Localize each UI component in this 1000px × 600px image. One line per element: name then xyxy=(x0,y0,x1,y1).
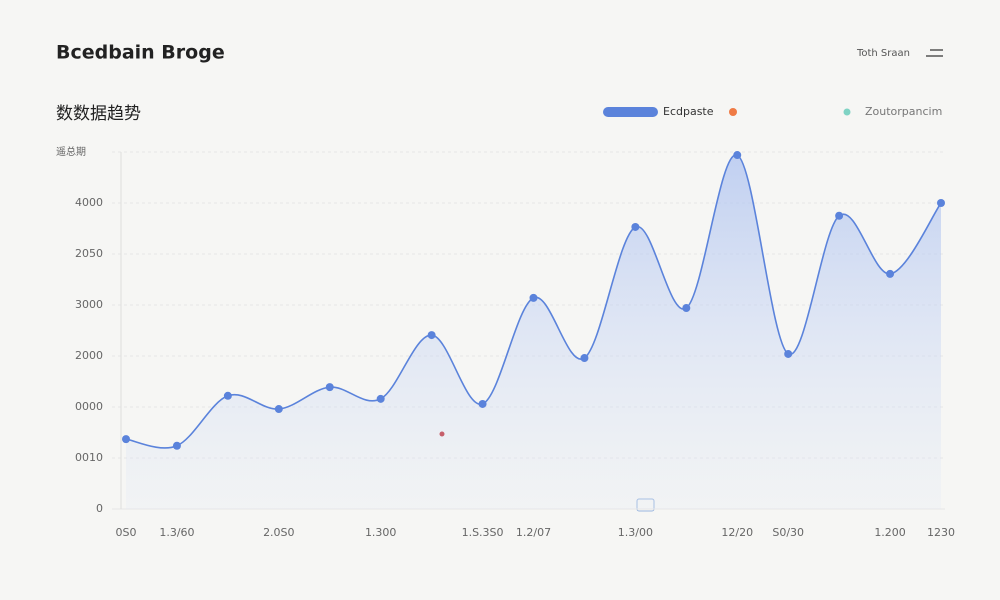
point xyxy=(682,304,691,313)
legend-swatch xyxy=(603,107,658,117)
point xyxy=(835,211,844,220)
x-tick-label: 12/20 xyxy=(721,526,753,539)
point xyxy=(937,199,945,207)
y-tick-label: 0010 xyxy=(75,451,103,464)
y-tick-label: 0 xyxy=(96,502,103,515)
point xyxy=(733,151,742,160)
y-axis-label: 遥总期 xyxy=(56,145,86,158)
y-tick-label: 2000 xyxy=(75,349,103,362)
x-tick-label: 1.3/60 xyxy=(159,526,194,539)
point xyxy=(274,405,283,414)
y-tick-label: 2050 xyxy=(75,247,103,260)
legend-dot xyxy=(729,108,737,116)
x-tick-label: 1.300 xyxy=(365,526,397,539)
x-tick-label: 1.2/07 xyxy=(516,526,551,539)
point xyxy=(376,394,385,403)
point xyxy=(580,354,589,363)
point xyxy=(325,383,334,392)
x-tick-label: 1230 xyxy=(927,526,955,539)
x-tick-label: 1.S.3S0 xyxy=(462,526,504,539)
legend-label: Zoutorpancim xyxy=(865,105,942,118)
point xyxy=(172,441,181,450)
x-tick-label: 0S0 xyxy=(116,526,137,539)
x-tick-label: 2.0S0 xyxy=(263,526,294,539)
y-tick-label: 3000 xyxy=(75,298,103,311)
point xyxy=(478,399,487,408)
area xyxy=(126,154,941,509)
point xyxy=(427,331,436,340)
legend-dot xyxy=(843,108,851,116)
x-tick-label: 1.200 xyxy=(874,526,906,539)
x-tick-label: 1.3/00 xyxy=(618,526,653,539)
point xyxy=(886,269,895,278)
y-tick-label: 0000 xyxy=(75,400,103,413)
point xyxy=(223,391,232,400)
point xyxy=(631,222,640,231)
action-label[interactable]: Toth Sraan xyxy=(856,48,910,59)
x-tick-label: S0/30 xyxy=(772,526,804,539)
app-title: Bcedbain Broge xyxy=(56,42,225,64)
chart-title: 数数据趋势 xyxy=(56,104,141,124)
point xyxy=(122,435,130,444)
point xyxy=(784,349,793,358)
y-tick-label: 4000 xyxy=(75,196,103,209)
legend-label: Ecdpaste xyxy=(663,105,714,118)
point xyxy=(529,293,538,302)
